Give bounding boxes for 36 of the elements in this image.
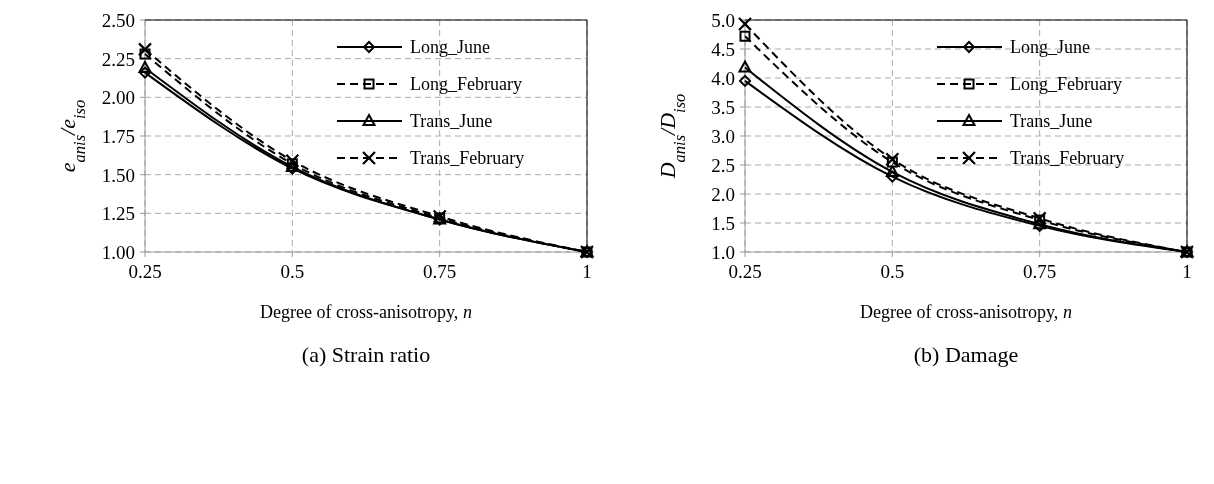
text: (a) Strain ratio — [301, 342, 431, 367]
legend-label: Trans_February — [410, 148, 525, 168]
x-tick-label: 0.25 — [728, 261, 762, 282]
legend-label: Trans_June — [1010, 111, 1093, 131]
x-tick-label: 1 — [1182, 261, 1192, 282]
x-axis-title: Degree of cross-anisotropy, n — [260, 302, 472, 322]
y-tick-label: 1.00 — [101, 242, 135, 263]
y-tick-label: 1.0 — [711, 242, 735, 263]
y-tick-label: 1.5 — [711, 213, 735, 234]
legend-label: Long_June — [410, 37, 490, 57]
y-tick-label: 4.5 — [711, 39, 735, 60]
x-axis-title: Degree of cross-anisotropy, n — [860, 302, 1072, 322]
y-tick-label: 2.25 — [101, 48, 135, 70]
y-tick-label: 2.50 — [101, 10, 135, 31]
legend-label: Trans_February — [1010, 148, 1125, 168]
x-tick-label: 0.25 — [128, 261, 162, 282]
legend-label: Trans_June — [410, 111, 493, 131]
y-tick-label: 2.0 — [711, 184, 735, 205]
y-tick-label: 3.5 — [711, 97, 735, 118]
y-tick-label: 2.5 — [711, 155, 735, 176]
y-tick-label: 1.50 — [101, 164, 135, 186]
y-tick-label: 1.75 — [101, 126, 135, 147]
x-tick-label: 0.5 — [280, 261, 305, 282]
y-tick-label: 4.0 — [711, 68, 735, 89]
x-tick-label: 0.5 — [880, 261, 905, 282]
legend-label: Long_February — [410, 74, 522, 94]
y-tick-label: 1.25 — [101, 203, 135, 225]
x-tick-label: 0.75 — [1023, 261, 1057, 282]
legend-label: Long_February — [1010, 74, 1122, 94]
y-tick-label: 2.00 — [101, 87, 135, 109]
x-tick-label: 0.75 — [423, 261, 457, 282]
legend-label: Long_June — [1010, 37, 1090, 57]
y-tick-label: 3.0 — [711, 126, 735, 147]
x-tick-label: 1 — [582, 261, 592, 282]
y-tick-label: 5.0 — [711, 10, 735, 31]
text: (b) Damage — [913, 342, 1019, 367]
